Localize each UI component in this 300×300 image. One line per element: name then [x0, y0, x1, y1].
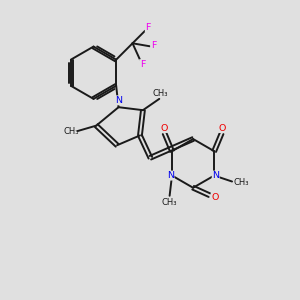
Text: N: N	[115, 96, 122, 105]
Text: N: N	[212, 171, 219, 180]
Text: N: N	[167, 171, 174, 180]
Text: CH₃: CH₃	[64, 127, 79, 136]
Text: CH₃: CH₃	[233, 178, 249, 188]
Text: CH₃: CH₃	[162, 198, 177, 207]
Text: F: F	[145, 23, 151, 32]
Text: CH₃: CH₃	[152, 89, 168, 98]
Text: O: O	[160, 124, 168, 133]
Text: O: O	[218, 124, 226, 133]
Text: O: O	[211, 193, 218, 202]
Text: F: F	[140, 60, 145, 69]
Text: F: F	[151, 41, 156, 50]
